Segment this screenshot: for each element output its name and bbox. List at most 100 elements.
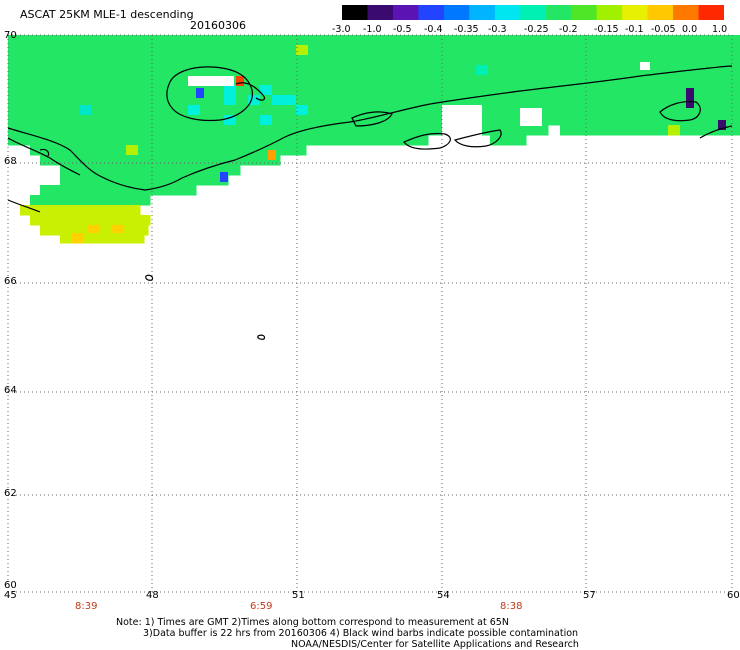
coastline-segment bbox=[453, 129, 502, 148]
data-cell bbox=[572, 125, 585, 136]
data-cell bbox=[200, 55, 213, 66]
data-cell bbox=[90, 145, 103, 156]
data-cell bbox=[116, 35, 129, 46]
data-cell bbox=[320, 135, 333, 146]
data-cell bbox=[212, 65, 225, 76]
coastline-segment bbox=[351, 111, 393, 127]
data-cell bbox=[284, 115, 297, 126]
data-cell bbox=[560, 85, 573, 96]
data-cell bbox=[152, 105, 165, 116]
data-cell bbox=[104, 35, 117, 46]
x-label-57: 57 bbox=[583, 590, 596, 601]
data-cell bbox=[112, 155, 125, 166]
data-cell bbox=[692, 125, 705, 136]
data-cell bbox=[92, 85, 105, 96]
data-cell bbox=[500, 45, 513, 56]
data-cell bbox=[488, 45, 501, 56]
data-cell bbox=[512, 125, 525, 136]
x-label-54: 54 bbox=[437, 590, 450, 601]
coastline-segment bbox=[7, 199, 41, 213]
data-cell bbox=[212, 135, 225, 146]
data-cell bbox=[488, 115, 501, 126]
data-cell bbox=[380, 125, 393, 136]
data-cell bbox=[68, 35, 81, 46]
data-cell bbox=[56, 65, 69, 76]
data-cell bbox=[272, 125, 285, 136]
data-cell bbox=[524, 95, 537, 106]
data-cell bbox=[728, 45, 740, 56]
data-cell bbox=[608, 75, 621, 86]
data-cell bbox=[68, 205, 81, 216]
data-cell bbox=[40, 155, 53, 166]
data-cell bbox=[260, 135, 273, 146]
data-cell bbox=[64, 225, 77, 236]
data-cell bbox=[20, 45, 33, 56]
data-cell bbox=[72, 175, 85, 186]
data-cell bbox=[72, 165, 85, 176]
data-cell bbox=[60, 175, 73, 186]
data-cell bbox=[8, 95, 21, 106]
data-cell bbox=[20, 55, 33, 66]
data-cell bbox=[476, 115, 489, 126]
x-label-48: 48 bbox=[146, 590, 159, 601]
data-cell bbox=[56, 35, 69, 46]
data-cell bbox=[380, 65, 393, 76]
data-cell bbox=[392, 95, 405, 106]
data-cell bbox=[416, 105, 429, 116]
data-cell bbox=[656, 35, 669, 46]
data-cell bbox=[500, 75, 513, 86]
data-cell bbox=[572, 95, 585, 106]
data-cell bbox=[270, 145, 283, 156]
data-cell bbox=[20, 35, 33, 46]
data-cell bbox=[572, 75, 585, 86]
data-cell bbox=[152, 55, 165, 66]
data-cell bbox=[656, 85, 669, 96]
data-cell bbox=[212, 35, 225, 46]
data-cell bbox=[136, 155, 149, 166]
data-cell bbox=[260, 45, 273, 56]
data-cell bbox=[32, 75, 45, 86]
y-label-60: 60 bbox=[4, 580, 17, 591]
data-cell bbox=[268, 155, 281, 166]
coastline-segment bbox=[145, 274, 154, 281]
colorbar-segment bbox=[596, 5, 623, 20]
data-cell bbox=[92, 115, 105, 126]
data-cell bbox=[644, 105, 657, 116]
data-cell bbox=[332, 85, 345, 96]
data-cell bbox=[8, 55, 21, 66]
data-cell bbox=[8, 85, 21, 96]
data-cell bbox=[92, 125, 105, 136]
data-cell bbox=[680, 55, 693, 66]
data-cell bbox=[272, 35, 285, 46]
x-label-51: 51 bbox=[292, 590, 305, 601]
data-cell bbox=[184, 155, 197, 166]
data-cell bbox=[692, 85, 705, 96]
data-cell bbox=[596, 35, 609, 46]
data-cell bbox=[248, 75, 261, 86]
data-cell bbox=[596, 65, 609, 76]
data-cell bbox=[704, 95, 717, 106]
data-cell bbox=[548, 45, 561, 56]
data-cell bbox=[224, 125, 237, 136]
colorbar-segment bbox=[520, 5, 547, 20]
data-cell bbox=[500, 125, 513, 136]
data-cell bbox=[116, 205, 129, 216]
data-cell bbox=[716, 75, 729, 86]
data-cell bbox=[260, 35, 273, 46]
data-cell bbox=[308, 85, 321, 96]
data-cell bbox=[548, 85, 561, 96]
data-cell bbox=[152, 75, 165, 86]
data-cell bbox=[56, 115, 69, 126]
data-cell bbox=[356, 55, 369, 66]
data-cell bbox=[236, 125, 249, 136]
data-cell bbox=[632, 55, 645, 66]
data-cell bbox=[8, 65, 21, 76]
data-cell bbox=[124, 155, 137, 166]
data-cell bbox=[248, 35, 261, 46]
no-data-gap bbox=[640, 62, 650, 70]
data-cell bbox=[476, 55, 489, 66]
data-cell bbox=[368, 105, 381, 116]
data-cell bbox=[176, 115, 189, 126]
data-cell bbox=[160, 185, 173, 196]
data-cell bbox=[80, 95, 93, 106]
